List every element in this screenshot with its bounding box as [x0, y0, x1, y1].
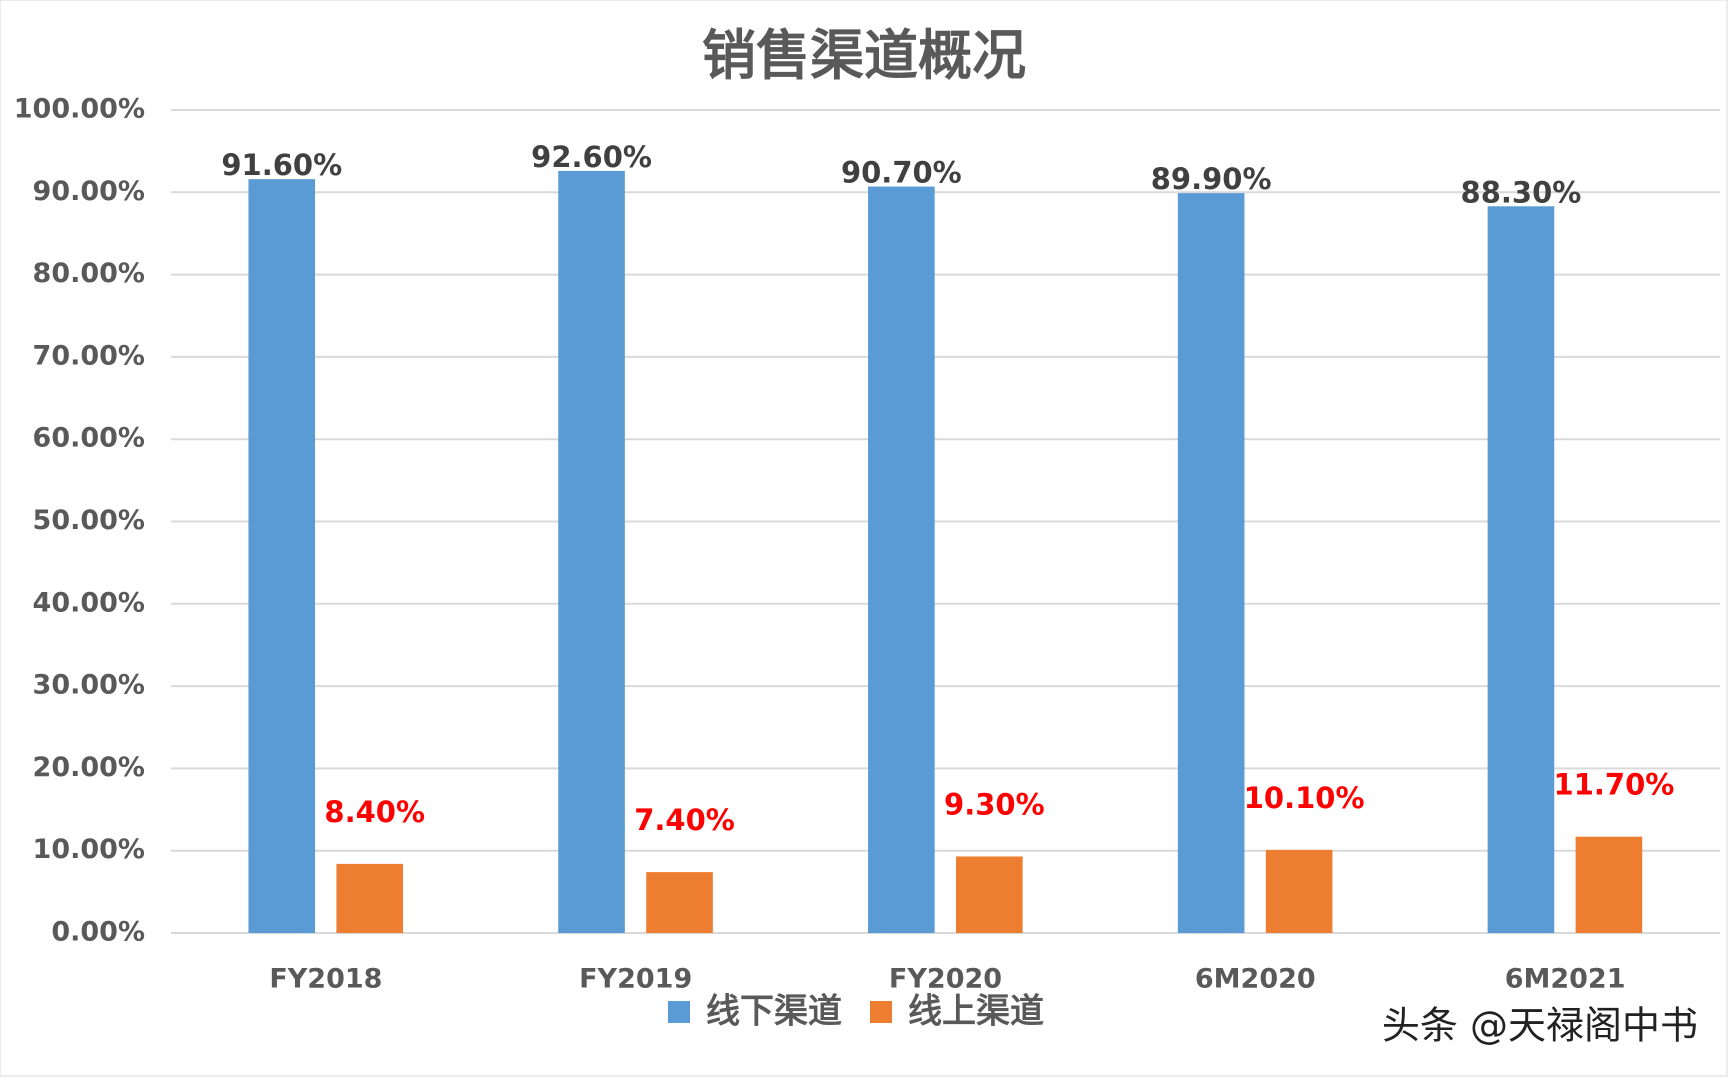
value-label: 7.40% [634, 803, 735, 837]
y-tick-label: 60.00% [33, 423, 145, 454]
value-label: 8.40% [324, 795, 425, 829]
value-label: 11.70% [1554, 768, 1675, 802]
x-tick-label: 6M2020 [1195, 964, 1316, 995]
bar [1575, 836, 1643, 933]
x-tick-label: FY2019 [579, 964, 692, 995]
chart-title: 销售渠道概况 [702, 23, 1026, 87]
y-tick-label: 100.00% [14, 94, 145, 125]
bar [1177, 193, 1245, 934]
y-tick-label: 20.00% [33, 752, 145, 783]
value-label: 89.90% [1151, 162, 1272, 196]
value-label: 92.60% [531, 140, 652, 174]
bar [956, 856, 1023, 933]
x-tick-label: FY2018 [269, 964, 382, 995]
y-tick-label: 70.00% [33, 340, 145, 371]
value-label: 91.60% [221, 148, 342, 182]
x-tick-label: FY2020 [889, 964, 1002, 995]
value-label: 10.10% [1244, 781, 1365, 815]
y-tick-label: 0.00% [51, 917, 145, 948]
bar [558, 170, 625, 934]
bar [646, 872, 713, 933]
x-tick-label: 6M2021 [1505, 964, 1626, 995]
watermark: 头条 @天禄阁中书 [1382, 1004, 1698, 1048]
value-label: 88.30% [1461, 175, 1582, 209]
y-tick-label: 50.00% [33, 505, 145, 536]
bar [868, 186, 935, 933]
bar [1487, 206, 1555, 933]
y-tick-label: 40.00% [33, 587, 145, 618]
bar [1265, 849, 1333, 933]
y-tick-label: 80.00% [33, 258, 145, 289]
value-label: 90.70% [841, 156, 962, 190]
legend-label: 线上渠道 [908, 992, 1044, 1032]
bar [336, 863, 404, 933]
bar [248, 179, 316, 933]
legend-swatch [870, 1001, 892, 1023]
y-tick-label: 30.00% [33, 670, 145, 701]
y-tick-label: 90.00% [33, 176, 145, 207]
legend-label: 线下渠道 [706, 992, 842, 1032]
legend-swatch [668, 1001, 690, 1023]
value-label: 9.30% [944, 787, 1045, 821]
y-tick-label: 10.00% [33, 834, 145, 865]
